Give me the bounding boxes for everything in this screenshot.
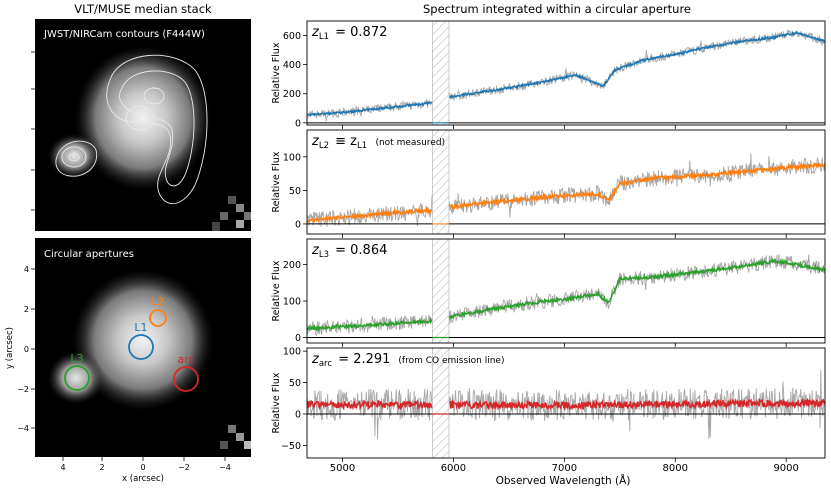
smoothed-spectrum-L2 xyxy=(307,161,825,224)
ytick-label-L3-2: 200 xyxy=(283,260,301,271)
ytick-2: 2 xyxy=(24,305,29,314)
nircam-label: JWST/NIRCam contours (F444W) xyxy=(43,29,205,40)
ytick-label-L1-2: 400 xyxy=(283,60,301,71)
ylabel-L1: Relative Flux xyxy=(271,42,282,103)
aperture-label-L3: L3 xyxy=(70,352,83,365)
spectrum-xtick-6000: 6000 xyxy=(441,463,466,474)
spectrum-xlabel: Observed Wavelength (Å) xyxy=(496,474,631,487)
ytick-label-L3-1: 100 xyxy=(283,297,301,308)
redshift-symbol-L1: z xyxy=(311,25,320,40)
plot-area-L1 xyxy=(307,28,825,124)
xtick-0: 0 xyxy=(140,463,145,472)
xtick-neg2: −2 xyxy=(178,463,190,472)
ytick-label-arc-3: 100 xyxy=(283,347,301,358)
redshift-value-L3: = 0.864 xyxy=(331,243,387,258)
aperture-label-L1: L1 xyxy=(134,321,147,334)
ytick-label-L1-1: 200 xyxy=(283,89,301,100)
spectrum-panel-arc: −50 0 50 100 Relative Flux zarc = 2.291 (from … xyxy=(271,347,826,462)
xtick-4: 4 xyxy=(60,463,65,472)
ylabel-L3: Relative Flux xyxy=(271,260,282,321)
aperture-label-L2: L2 xyxy=(151,295,164,308)
nircam-contours xyxy=(55,54,208,205)
redshift-label-L2: zL2 ≡ zL1 (not measured) xyxy=(311,134,445,151)
ytick-label-L2-0: 0 xyxy=(295,219,301,230)
smoothed-spectrum-L1 xyxy=(307,30,825,118)
redshift-subscript-arc: arc xyxy=(319,359,333,369)
left-xlabel: x (arcsec) xyxy=(122,474,164,484)
redshift-note-arc: (from CO emission line) xyxy=(398,356,504,366)
panel-frame-L1 xyxy=(306,20,826,126)
redshift-note-L2: (not measured) xyxy=(375,138,445,148)
aperture-L3: L3 xyxy=(64,352,90,391)
redshift-symbol-L2: z xyxy=(311,134,320,149)
xtick-neg4: −4 xyxy=(219,463,231,472)
redshift-subscript-L3: L3 xyxy=(319,250,329,260)
redshift-symbol-arc: z xyxy=(311,352,320,367)
aperture-L2: L2 xyxy=(149,295,167,327)
panel-frame-L2 xyxy=(306,129,826,235)
redshift-label-L3: zL3 = 0.864 xyxy=(311,243,387,260)
spectrum-xtick-5000: 5000 xyxy=(330,463,355,474)
ytick-neg4: −4 xyxy=(17,424,29,433)
smoothed-spectrum-L3 xyxy=(307,257,825,333)
redshift-subscript-L1: L1 xyxy=(319,32,329,42)
panel-bg-L2 xyxy=(307,130,825,234)
ytick-0: 0 xyxy=(24,345,29,354)
right-title: Spectrum integrated within a circular ap… xyxy=(423,2,691,16)
ytick-label-arc-1: 0 xyxy=(295,410,301,421)
aperture-label-arc: arc xyxy=(177,353,194,366)
spectrum-xtick-9000: 9000 xyxy=(773,463,798,474)
aperture-arc: arc xyxy=(173,353,199,392)
redshift-value-subscript-L2: L1 xyxy=(357,141,367,151)
redshift-value-L2: ≡ z xyxy=(331,134,357,149)
aperture-L1: L1 xyxy=(128,321,154,360)
image-panel-apertures: Circular apertures L1 L2 L3 arc 4 2 0 xyxy=(5,238,251,484)
masked-region-L3 xyxy=(432,238,450,344)
ytick-label-arc-2: 50 xyxy=(289,378,301,389)
redshift-label-L1: zL1 = 0.872 xyxy=(311,25,387,42)
spectrum-xtick-7000: 7000 xyxy=(552,463,577,474)
redshift-value-arc: = 2.291 xyxy=(334,352,390,367)
panel-frame-L3 xyxy=(306,238,826,344)
image-panel-nircam: JWST/NIRCam contours (F444W) xyxy=(31,19,251,231)
ytick-label-L3-0: 0 xyxy=(295,333,301,344)
bottom-panel-yticks: 4 2 0 −2 −4 xyxy=(17,265,35,433)
plot-area-L2 xyxy=(307,153,825,227)
masked-region-L1 xyxy=(432,20,450,126)
ylabel-L2: Relative Flux xyxy=(271,151,282,212)
ytick-label-arc-0: −50 xyxy=(281,441,301,452)
ytick-label-L2-1: 50 xyxy=(289,186,301,197)
plot-area-L3 xyxy=(307,254,825,339)
plot-area-arc xyxy=(307,370,825,440)
galaxy-glow-companion xyxy=(48,134,100,178)
apertures-label: Circular apertures xyxy=(44,249,134,260)
ytick-neg2: −2 xyxy=(17,385,29,394)
left-title: VLT/MUSE median stack xyxy=(74,2,212,16)
spectrum-x-axis: 5000 6000 7000 8000 9000 xyxy=(330,463,799,474)
ytick-label-L1-0: 0 xyxy=(295,118,301,129)
pixel-blocks xyxy=(212,196,251,231)
redshift-value-L1: = 0.872 xyxy=(331,25,387,40)
smoothed-spectrum-arc xyxy=(307,397,825,412)
left-ylabel: y (arcsec) xyxy=(5,327,15,369)
spectrum-xtick-8000: 8000 xyxy=(663,463,688,474)
ytick-label-L1-3: 600 xyxy=(283,31,301,42)
bottom-panel-xticks: 4 2 0 −2 −4 xyxy=(60,457,231,472)
raw-spectrum-arc xyxy=(307,370,825,440)
top-panel-yticks xyxy=(31,51,35,211)
xtick-2: 2 xyxy=(99,463,104,472)
ylabel-arc: Relative Flux xyxy=(271,372,282,433)
panel-frame-arc xyxy=(306,347,826,459)
ytick-4: 4 xyxy=(24,265,29,274)
redshift-subscript-L2: L2 xyxy=(319,141,329,151)
redshift-label-arc: zarc = 2.291 (from CO emission line) xyxy=(311,352,504,369)
ytick-label-L2-2: 100 xyxy=(283,152,301,163)
redshift-symbol-L3: z xyxy=(311,243,320,258)
